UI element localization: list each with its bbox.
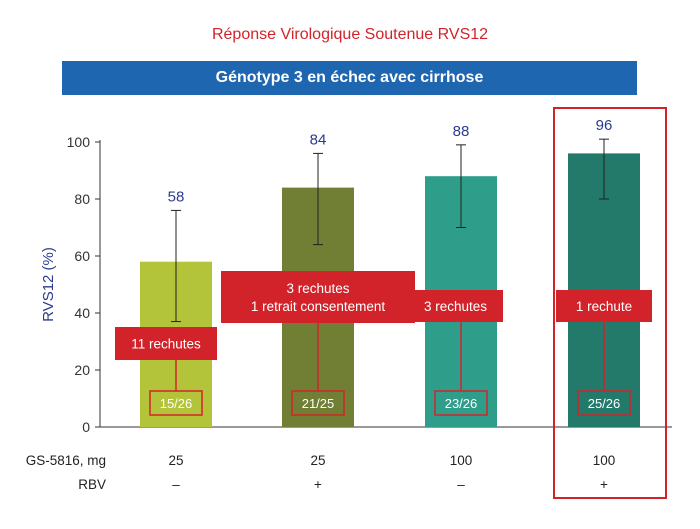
row-value: 25	[168, 453, 183, 468]
row-value: +	[600, 477, 608, 492]
relapse-label: 3 rechutes	[424, 299, 487, 314]
y-axis-label: RVS12 (%)	[40, 247, 57, 322]
data-label: 84	[310, 131, 327, 148]
relapse-callout	[408, 290, 503, 322]
page-title: Réponse Virologique Soutenue RVS12	[211, 26, 489, 43]
data-label: 58	[168, 188, 185, 205]
y-tick-label: 80	[74, 191, 90, 207]
relapse-label: 1 retrait consentement	[251, 299, 386, 314]
subtitle-text: Génotype 3 en échec avec cirrhose	[215, 69, 484, 86]
relapse-callout	[221, 271, 415, 323]
y-tick-label: 0	[82, 419, 90, 435]
fraction-label: 15/26	[160, 396, 193, 411]
fraction-label: 23/26	[445, 396, 478, 411]
relapse-label: 3 rechutes	[286, 281, 349, 296]
highlight-frame	[553, 107, 667, 499]
y-tick-label: 20	[74, 362, 90, 378]
row-value: 25	[310, 453, 325, 468]
relapse-callout	[115, 327, 217, 360]
row-label: RBV	[78, 477, 106, 492]
row-label: GS-5816, mg	[26, 453, 106, 468]
relapse-label: 1 rechute	[576, 299, 632, 314]
data-label: 96	[596, 117, 613, 134]
row-value: +	[314, 477, 322, 492]
row-value: 100	[593, 453, 616, 468]
fraction-label: 25/26	[588, 396, 621, 411]
relapse-label: 11 rechutes	[131, 337, 201, 352]
row-value: –	[172, 477, 180, 492]
row-value: 100	[450, 453, 473, 468]
y-tick-label: 100	[67, 134, 91, 150]
row-value: –	[457, 477, 465, 492]
y-tick-label: 60	[74, 248, 90, 264]
fraction-label: 21/25	[302, 396, 335, 411]
subtitle-banner: Génotype 3 en échec avec cirrhose	[62, 61, 637, 95]
relapse-callout	[556, 290, 652, 322]
y-tick-label: 40	[74, 305, 90, 321]
data-label: 88	[453, 123, 470, 140]
